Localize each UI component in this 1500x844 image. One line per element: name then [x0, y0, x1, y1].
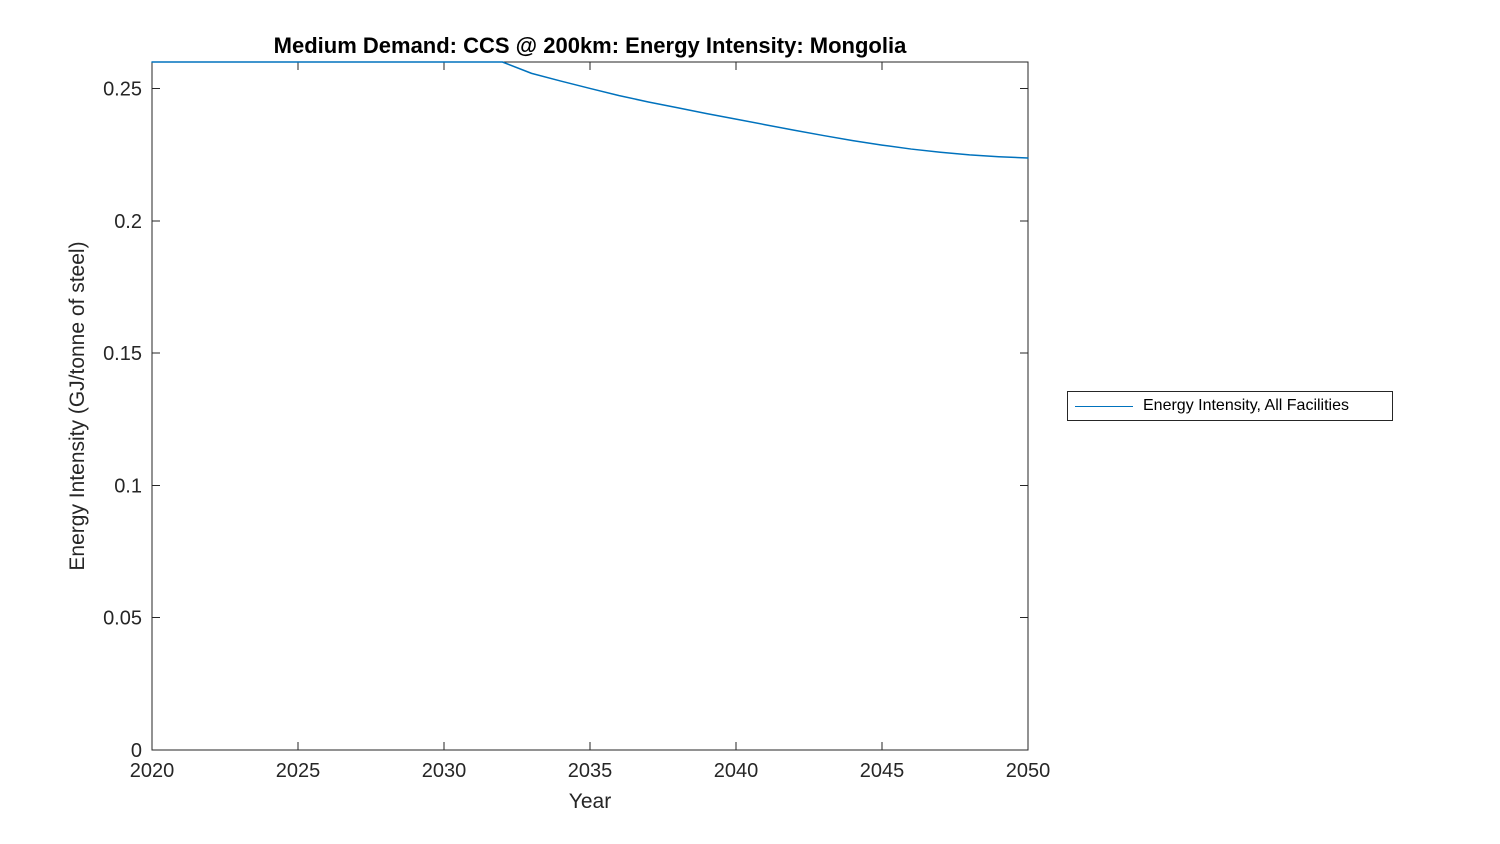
legend-label: Energy Intensity, All Facilities — [1143, 397, 1350, 414]
x-tick-label: 2025 — [276, 760, 321, 782]
axes-box — [151, 61, 1029, 751]
legend: Energy Intensity, All Facilities — [1067, 391, 1393, 421]
x-axis-label: Year — [568, 790, 612, 813]
y-tick-label: 0.05 — [103, 608, 142, 630]
x-tick-label: 2035 — [568, 760, 613, 782]
y-tick-label: 0.1 — [114, 475, 142, 497]
y-tick-label: 0.15 — [103, 343, 142, 365]
x-tick-label: 2045 — [860, 760, 905, 782]
x-tick-label: 2030 — [422, 760, 467, 782]
x-tick-label: 2040 — [714, 760, 759, 782]
series-line — [151, 61, 1029, 159]
x-tick-label: 2020 — [130, 760, 175, 782]
y-tick-label: 0.25 — [103, 78, 142, 100]
chart-title: Medium Demand: CCS @ 200km: Energy Inten… — [273, 33, 907, 58]
y-tick-label: 0 — [131, 740, 142, 762]
legend-line-sample — [1075, 405, 1133, 407]
y-tick-label: 0.2 — [114, 211, 142, 233]
x-tick-label: 2050 — [1006, 760, 1051, 782]
